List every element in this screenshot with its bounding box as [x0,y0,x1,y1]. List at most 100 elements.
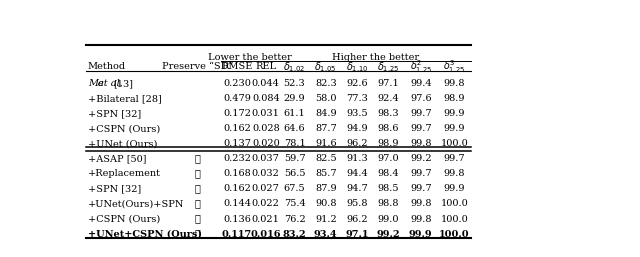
Text: REL: REL [255,62,276,71]
Text: 98.5: 98.5 [378,185,399,194]
Text: 87.9: 87.9 [315,185,337,194]
Text: 0.084: 0.084 [252,94,280,103]
Text: 84.9: 84.9 [315,109,337,118]
Text: +CSPN (Ours): +CSPN (Ours) [88,215,160,224]
Text: 59.7: 59.7 [284,154,305,163]
Text: +ASAP [50]: +ASAP [50] [88,154,147,163]
Text: ✓: ✓ [195,154,201,163]
Text: 98.9: 98.9 [378,139,399,148]
Text: +SPN [32]: +SPN [32] [88,109,141,118]
Text: 99.2: 99.2 [376,230,400,238]
Text: 97.6: 97.6 [410,94,431,103]
Text: 0.162: 0.162 [223,124,251,133]
Text: 0.232: 0.232 [223,154,251,163]
Text: $\delta_{1.25}$: $\delta_{1.25}$ [377,60,399,74]
Text: 99.7: 99.7 [410,185,431,194]
Text: 0.022: 0.022 [252,199,280,208]
Text: 56.5: 56.5 [284,169,305,178]
Text: 0.020: 0.020 [252,139,280,148]
Text: 83.2: 83.2 [283,230,307,238]
Text: 99.8: 99.8 [410,215,431,224]
Text: et al.: et al. [99,79,124,88]
Text: 91.2: 91.2 [315,215,337,224]
Text: 99.7: 99.7 [410,169,431,178]
Text: 99.4: 99.4 [410,79,431,88]
Text: Higher the better: Higher the better [332,53,419,62]
Text: 98.8: 98.8 [378,199,399,208]
Text: 76.2: 76.2 [284,215,305,224]
Text: 100.0: 100.0 [440,199,468,208]
Text: RMSE: RMSE [221,62,253,71]
Text: 95.8: 95.8 [346,199,368,208]
Text: $\delta_{1.25}^{3}$: $\delta_{1.25}^{3}$ [444,59,465,75]
Text: 97.0: 97.0 [378,154,399,163]
Text: 99.9: 99.9 [409,230,433,238]
Text: 99.8: 99.8 [444,169,465,178]
Text: 0.137: 0.137 [223,139,251,148]
Text: ✓: ✓ [195,199,201,208]
Text: 96.2: 96.2 [346,215,368,224]
Text: 99.7: 99.7 [410,109,431,118]
Text: 92.4: 92.4 [378,94,399,103]
Text: 0.172: 0.172 [223,109,251,118]
Text: +Replacement: +Replacement [88,169,161,178]
Text: 100.0: 100.0 [440,139,468,148]
Text: 0.027: 0.027 [252,185,280,194]
Text: 0.117: 0.117 [222,230,252,238]
Text: 78.1: 78.1 [284,139,305,148]
Text: $\delta_{1.10}$: $\delta_{1.10}$ [346,60,369,74]
Text: 99.9: 99.9 [444,109,465,118]
Text: 0.136: 0.136 [223,215,251,224]
Text: Preserve “SD”: Preserve “SD” [162,62,234,71]
Text: 99.7: 99.7 [444,154,465,163]
Text: 97.1: 97.1 [345,230,369,238]
Text: 94.7: 94.7 [346,185,368,194]
Text: 100.0: 100.0 [440,215,468,224]
Text: 0.016: 0.016 [250,230,281,238]
Text: 99.8: 99.8 [410,139,431,148]
Text: 0.162: 0.162 [223,185,251,194]
Text: 0.144: 0.144 [223,199,251,208]
Text: 99.9: 99.9 [444,185,465,194]
Text: +UNet+CSPN (Ours): +UNet+CSPN (Ours) [88,230,202,238]
Text: 0.044: 0.044 [252,79,280,88]
Text: 100.0: 100.0 [439,230,470,238]
Text: 99.8: 99.8 [444,79,465,88]
Text: ✓: ✓ [195,230,201,238]
Text: 97.1: 97.1 [378,79,399,88]
Text: 93.5: 93.5 [346,109,368,118]
Text: 52.3: 52.3 [284,79,305,88]
Text: 77.3: 77.3 [346,94,368,103]
Text: 94.4: 94.4 [346,169,368,178]
Text: 99.8: 99.8 [410,199,431,208]
Text: 91.6: 91.6 [315,139,337,148]
Text: 0.168: 0.168 [223,169,251,178]
Text: 91.3: 91.3 [346,154,368,163]
Text: 98.6: 98.6 [378,124,399,133]
Text: 90.8: 90.8 [315,199,337,208]
Text: $\delta_{1.02}$: $\delta_{1.02}$ [284,60,306,74]
Text: [13]: [13] [113,79,133,88]
Text: 99.7: 99.7 [410,124,431,133]
Text: +UNet(Ours)+SPN: +UNet(Ours)+SPN [88,199,184,208]
Text: ✓: ✓ [195,215,201,224]
Text: 64.6: 64.6 [284,124,305,133]
Text: 0.031: 0.031 [252,109,280,118]
Text: 75.4: 75.4 [284,199,305,208]
Text: 82.3: 82.3 [315,79,337,88]
Text: $\delta_{1.05}$: $\delta_{1.05}$ [314,60,337,74]
Text: 67.5: 67.5 [284,185,305,194]
Text: 99.2: 99.2 [410,154,431,163]
Text: 92.6: 92.6 [346,79,368,88]
Text: 82.5: 82.5 [315,154,337,163]
Text: 96.2: 96.2 [346,139,368,148]
Text: 94.9: 94.9 [346,124,368,133]
Text: 98.4: 98.4 [378,169,399,178]
Text: 0.479: 0.479 [223,94,251,103]
Text: 93.4: 93.4 [314,230,337,238]
Text: 29.9: 29.9 [284,94,305,103]
Text: +SPN [32]: +SPN [32] [88,185,141,194]
Text: Lower the better: Lower the better [208,53,292,62]
Text: 0.028: 0.028 [252,124,280,133]
Text: ✓: ✓ [195,185,201,194]
